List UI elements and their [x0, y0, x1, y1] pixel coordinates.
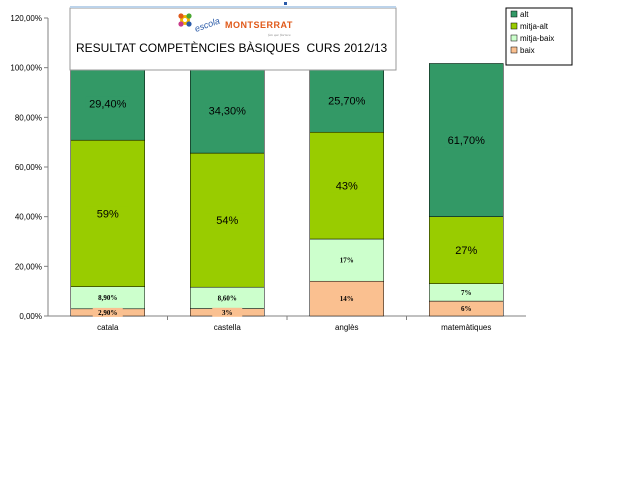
- data-label-mitja-alt: 59%: [97, 208, 119, 220]
- legend-label-mitja-baix: mitja-baix: [520, 34, 554, 43]
- data-label-baix: 14%: [340, 295, 354, 303]
- legend: alt mitja-alt mitja-baix baix: [505, 7, 573, 66]
- data-label-bg: [92, 307, 123, 317]
- logo-flower-icon: [178, 13, 192, 27]
- data-label-alt: 34,30%: [209, 106, 247, 118]
- data-label-bg: [85, 96, 130, 111]
- y-axis-ticks: 0,00% 20,00% 40,00% 60,00% 80,00% 100,00% 120,…: [10, 14, 48, 321]
- logo-tagline: fem que florisca: [268, 33, 291, 37]
- legend-label-baix: baix: [520, 46, 535, 55]
- data-label-mitja-alt: 27%: [455, 245, 477, 257]
- data-label-baix: 3%: [222, 309, 233, 317]
- legend-label-mitja-alt: mitja-alt: [520, 22, 549, 31]
- category-labels-group: catala castella anglès matemàtiques: [97, 323, 491, 332]
- data-label-bg: [324, 93, 369, 108]
- bars-group: [70, 63, 504, 317]
- legend-swatch-mitja-alt: [510, 22, 518, 30]
- data-label-bg: [444, 243, 489, 258]
- y-tick-label: 60,00%: [15, 163, 42, 172]
- data-label-alt: 61,70%: [448, 135, 486, 147]
- data-label-baix: 6%: [461, 305, 472, 313]
- category-label: catala: [97, 323, 119, 332]
- data-label-mitja-baix: 8,90%: [98, 294, 117, 302]
- data-label-mitja-alt: 54%: [216, 215, 238, 227]
- data-label-bg: [212, 307, 243, 317]
- category-label: matemàtiques: [441, 323, 491, 332]
- data-label-bg: [331, 294, 362, 304]
- legend-swatch-baix: [510, 46, 518, 54]
- y-tick-label: 40,00%: [15, 213, 42, 222]
- data-label-bg: [92, 293, 123, 303]
- bar-segment-mitja-alt: [309, 131, 384, 240]
- data-label-bg: [444, 133, 489, 148]
- title-box: escola MONTSERRAT fem que florisca RESUL…: [69, 2, 397, 71]
- data-label-mitja-baix: 7%: [461, 289, 472, 297]
- data-label-bg: [451, 287, 482, 297]
- data-label-bg: [324, 178, 369, 193]
- y-tick-label: 120,00%: [10, 14, 42, 23]
- data-label-alt: 29,40%: [89, 99, 127, 111]
- category-label: castella: [214, 323, 242, 332]
- y-tick-label: 100,00%: [10, 64, 42, 73]
- legend-swatch-alt: [510, 10, 518, 18]
- data-label-bg: [85, 206, 130, 221]
- logo-name: MONTSERRAT: [225, 20, 293, 30]
- chart-title: RESULTAT COMPETÈNCIES BÀSIQUES CURS 2012…: [76, 40, 388, 55]
- y-tick-label: 20,00%: [15, 262, 42, 271]
- x-axis-ticks: [167, 316, 407, 320]
- legend-swatch-mitja-baix: [510, 34, 518, 42]
- data-label-mitja-baix: 17%: [340, 257, 354, 265]
- y-tick-label: 0,00%: [19, 312, 42, 321]
- data-label-baix: 2,90%: [98, 309, 117, 317]
- data-labels-group: 2,90% 8,90% 59% 29,40% 3% 8,60% 54% 34,30% 14% 17…: [85, 93, 489, 317]
- data-label-bg: [451, 304, 482, 314]
- data-label-bg: [205, 103, 250, 118]
- data-label-bg: [212, 293, 243, 303]
- data-label-mitja-alt: 43%: [336, 181, 358, 193]
- data-label-bg: [205, 213, 250, 228]
- category-label: anglès: [335, 323, 359, 332]
- legend-label-alt: alt: [520, 10, 529, 19]
- y-tick-label: 80,00%: [15, 113, 42, 122]
- data-label-bg: [331, 255, 362, 265]
- data-label-mitja-baix: 8,60%: [218, 294, 237, 302]
- data-label-alt: 25,70%: [328, 95, 366, 107]
